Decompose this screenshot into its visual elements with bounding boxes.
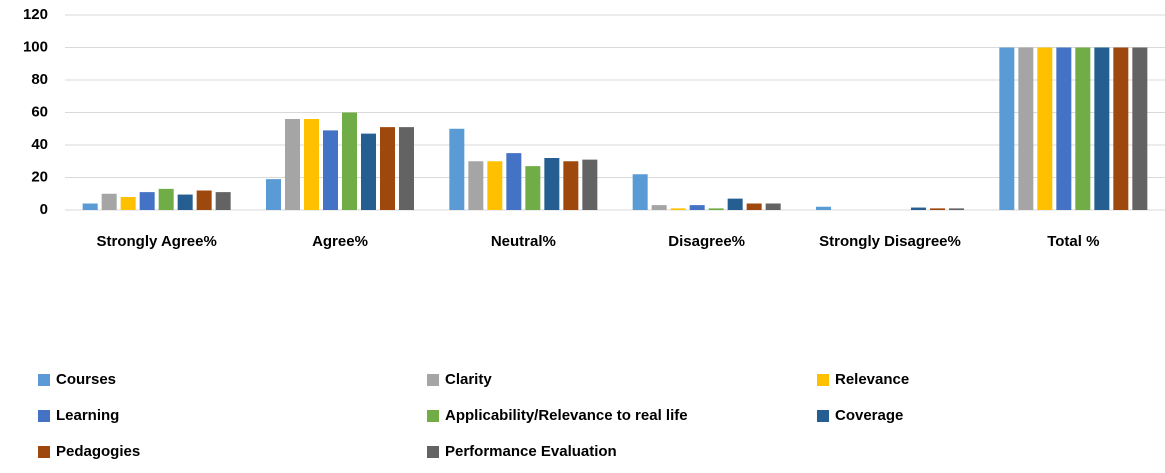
- bar: [266, 179, 281, 210]
- bar: [582, 159, 598, 210]
- bar: [816, 206, 831, 210]
- x-tick-label: Total %: [1047, 233, 1099, 250]
- legend-swatch: [38, 446, 50, 458]
- bar: [82, 203, 98, 210]
- bar: [949, 208, 964, 210]
- bar: [449, 128, 465, 210]
- y-tick-label: 80: [31, 71, 48, 88]
- legend-label: Performance Evaluation: [445, 443, 617, 460]
- bar: [120, 197, 136, 210]
- legend-label: Coverage: [835, 407, 903, 424]
- legend-swatch: [427, 374, 439, 386]
- bar: [506, 153, 522, 210]
- y-tick-label: 0: [40, 201, 48, 218]
- bar: [930, 208, 945, 210]
- y-tick-label: 40: [31, 136, 48, 153]
- bar: [727, 198, 743, 210]
- bar: [1113, 47, 1129, 210]
- bar: [1056, 47, 1072, 210]
- bar: [1132, 47, 1148, 210]
- legend-label: Relevance: [835, 371, 909, 388]
- bar: [285, 119, 300, 210]
- legend-label: Applicability/Relevance to real life: [445, 407, 688, 424]
- bar: [1018, 47, 1034, 210]
- bar: [304, 119, 319, 210]
- y-tick-label: 20: [31, 168, 48, 185]
- bar: [911, 207, 926, 210]
- y-tick-label: 100: [23, 38, 48, 55]
- bar: [1037, 47, 1053, 210]
- bar: [158, 188, 174, 210]
- legend-swatch: [38, 410, 50, 422]
- legend-label: Learning: [56, 407, 119, 424]
- bar: [487, 161, 503, 210]
- legend-swatch: [38, 374, 50, 386]
- bar: [399, 127, 414, 210]
- x-tick-label: Disagree%: [668, 233, 745, 250]
- bar: [361, 133, 376, 210]
- bar: [765, 203, 781, 210]
- bar: [1094, 47, 1110, 210]
- bar: [323, 130, 338, 210]
- bar: [689, 205, 705, 210]
- x-tick-label: Strongly Agree%: [97, 233, 217, 250]
- bar: [342, 112, 357, 210]
- bar: [101, 193, 117, 210]
- legend-label: Courses: [56, 371, 116, 388]
- bar: [544, 158, 560, 210]
- bar: [196, 190, 212, 210]
- bar: [177, 194, 193, 210]
- bar: [670, 208, 686, 210]
- legend-label: Clarity: [445, 371, 492, 388]
- bar: [708, 208, 724, 210]
- y-tick-label: 120: [23, 6, 48, 23]
- legend-swatch: [427, 410, 439, 422]
- legend-swatch: [817, 410, 829, 422]
- x-tick-label: Agree%: [312, 233, 368, 250]
- bar: [651, 205, 667, 210]
- x-tick-label: Strongly Disagree%: [819, 233, 961, 250]
- legend-swatch: [427, 446, 439, 458]
- bar: [1075, 47, 1091, 210]
- bar: [999, 47, 1015, 210]
- bar: [563, 161, 579, 210]
- bar: [139, 192, 155, 210]
- bar: [215, 192, 231, 210]
- legend-swatch: [817, 374, 829, 386]
- bar: [380, 127, 395, 210]
- x-tick-label: Neutral%: [491, 233, 556, 250]
- bar: [525, 166, 541, 210]
- bar: [746, 203, 762, 210]
- y-tick-label: 60: [31, 103, 48, 120]
- bar: [632, 174, 648, 210]
- legend-label: Pedagogies: [56, 443, 140, 460]
- bar: [468, 161, 484, 210]
